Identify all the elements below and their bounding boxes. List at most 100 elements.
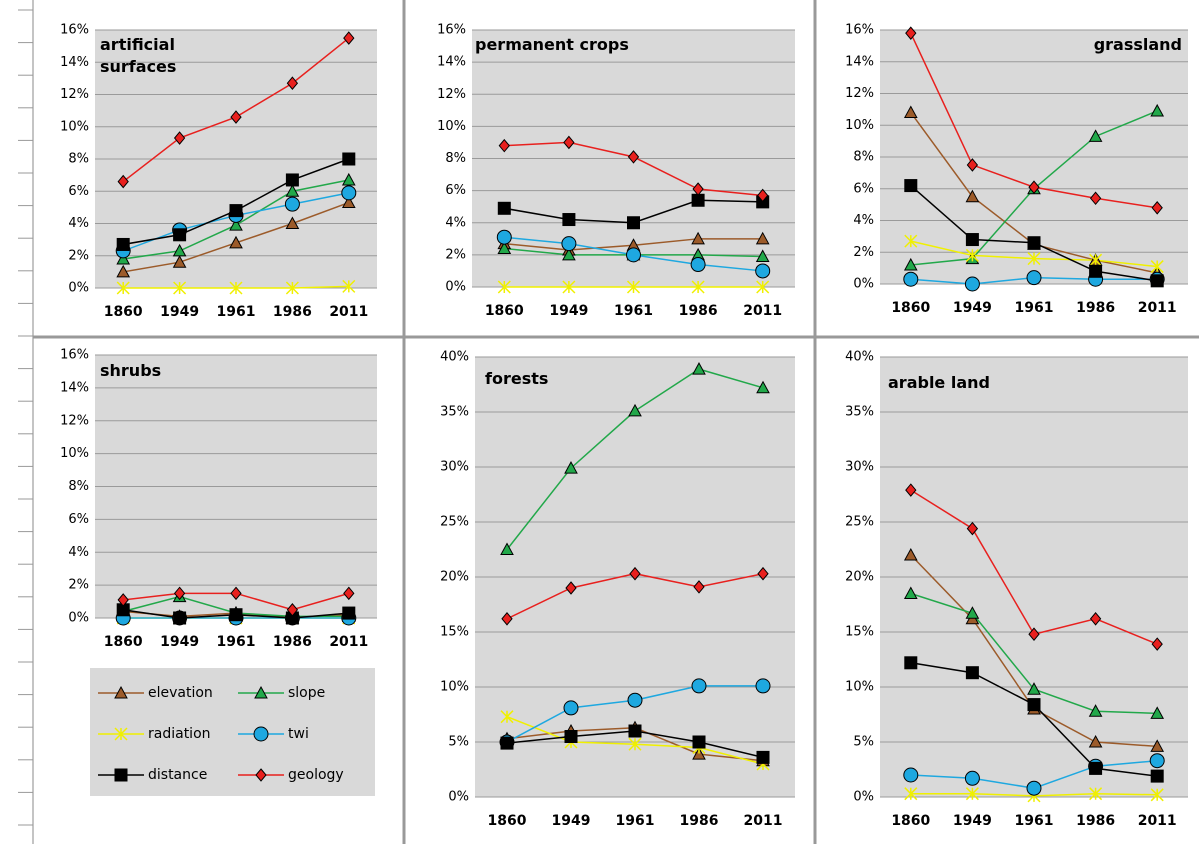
marker xyxy=(904,179,918,193)
marker xyxy=(965,189,980,203)
marker xyxy=(561,236,577,252)
marker xyxy=(626,280,641,294)
legend-label: elevation xyxy=(148,685,213,701)
marker xyxy=(1088,734,1103,748)
marker xyxy=(692,182,704,196)
marker xyxy=(756,750,770,764)
marker xyxy=(628,403,642,417)
marker xyxy=(343,586,355,601)
marker xyxy=(691,193,705,207)
marker xyxy=(173,611,187,625)
legend-marker xyxy=(114,727,128,741)
y-tick-label: 0% xyxy=(853,790,874,805)
marker xyxy=(562,213,576,227)
legend-marker xyxy=(114,768,128,782)
marker xyxy=(564,461,578,474)
marker xyxy=(500,542,514,555)
marker xyxy=(173,131,186,145)
legend-marker xyxy=(114,685,128,699)
marker xyxy=(563,700,579,716)
legend-marker xyxy=(254,685,268,699)
x-tick-label: 1961 xyxy=(217,304,256,320)
x-tick-label: 1961 xyxy=(1015,300,1054,316)
marker xyxy=(1027,236,1041,250)
y-tick-label: 40% xyxy=(440,350,469,365)
x-tick-label: 1949 xyxy=(549,303,588,319)
y-tick-label: 16% xyxy=(60,348,89,363)
y-tick-label: 20% xyxy=(845,570,874,585)
marker xyxy=(756,380,770,394)
marker xyxy=(116,281,130,295)
chart-title: grassland xyxy=(1093,35,1182,54)
y-tick-label: 25% xyxy=(845,515,874,530)
marker xyxy=(966,158,979,172)
legend-label: slope xyxy=(288,685,325,701)
x-tick-label: 2011 xyxy=(1138,813,1177,829)
marker xyxy=(1150,274,1164,288)
marker xyxy=(692,362,706,375)
marker xyxy=(627,692,643,708)
sheet-frame xyxy=(32,0,1199,844)
y-tick-label: 10% xyxy=(845,118,874,133)
marker xyxy=(1149,753,1165,769)
y-tick-label: 15% xyxy=(845,625,874,640)
x-tick-label: 1949 xyxy=(953,300,992,316)
marker xyxy=(342,279,356,293)
marker xyxy=(285,216,300,229)
marker xyxy=(563,135,575,150)
y-tick-label: 6% xyxy=(445,183,466,198)
marker xyxy=(173,228,187,242)
y-tick-label: 14% xyxy=(60,380,89,395)
marker xyxy=(755,231,770,245)
marker xyxy=(691,280,705,294)
marker xyxy=(497,241,512,254)
marker xyxy=(757,188,769,203)
marker xyxy=(117,593,129,607)
marker xyxy=(965,787,979,801)
y-tick-label: 10% xyxy=(60,119,89,134)
chart-panel: 0% 2% 4% 6% 8% 10% 12% 14% 16% 1860 1949 1961 1986 20… xyxy=(60,348,377,796)
chart-panel: 0% 5% 10% 15% 20% 25% 30% 35% 40% 1860 1949 1961 198… xyxy=(845,350,1188,829)
marker xyxy=(565,581,577,595)
marker xyxy=(905,483,917,497)
y-tick-label: 0% xyxy=(68,611,89,626)
x-tick-label: 2011 xyxy=(329,634,368,650)
legend-label: radiation xyxy=(148,726,211,742)
marker xyxy=(501,612,513,626)
marker xyxy=(230,586,242,601)
marker xyxy=(1150,706,1165,719)
marker xyxy=(564,730,578,743)
marker xyxy=(496,229,512,245)
marker xyxy=(903,105,918,119)
y-tick-label: 30% xyxy=(440,460,469,475)
marker xyxy=(692,735,706,749)
x-tick-label: 1986 xyxy=(1076,300,1115,316)
marker xyxy=(757,566,769,581)
marker xyxy=(286,602,299,617)
legend: elevation slope radiation twi distance geolog… xyxy=(90,668,375,796)
marker xyxy=(498,138,510,153)
marker xyxy=(691,231,705,245)
marker xyxy=(691,678,707,694)
marker xyxy=(755,249,770,262)
x-tick-label: 2011 xyxy=(743,303,782,319)
marker xyxy=(693,580,705,594)
y-tick-label: 25% xyxy=(440,515,469,530)
marker xyxy=(692,747,706,760)
y-tick-label: 0% xyxy=(68,281,89,296)
marker xyxy=(1151,201,1163,215)
marker xyxy=(342,606,356,620)
x-tick-label: 1986 xyxy=(680,813,719,829)
marker xyxy=(903,586,918,599)
marker xyxy=(562,247,576,261)
marker xyxy=(229,204,243,218)
legend-label: distance xyxy=(148,767,207,783)
marker xyxy=(965,233,979,247)
y-tick-label: 15% xyxy=(440,625,469,640)
marker xyxy=(690,257,706,273)
x-tick-label: 2011 xyxy=(329,304,368,320)
marker xyxy=(1150,103,1165,117)
marker xyxy=(755,678,771,694)
marker xyxy=(286,76,299,90)
